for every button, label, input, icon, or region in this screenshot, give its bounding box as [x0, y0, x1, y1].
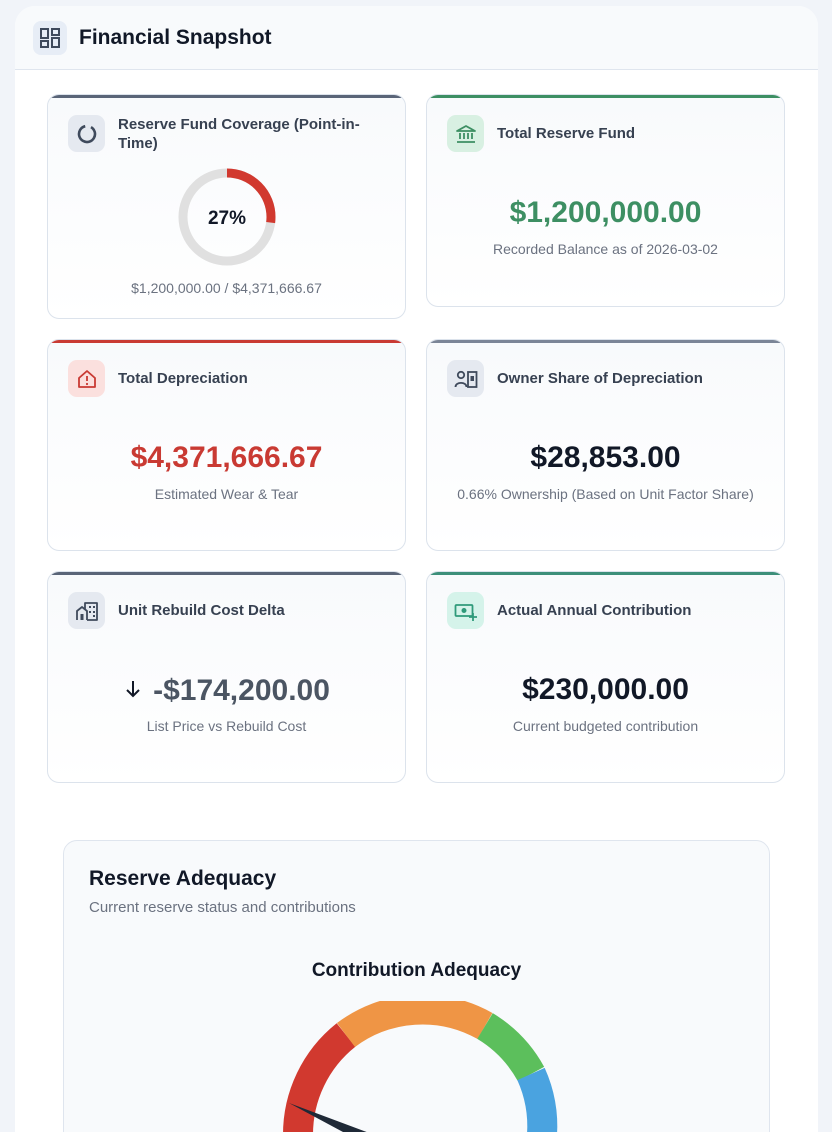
rebuild-subtitle: List Price vs Rebuild Cost: [146, 718, 307, 734]
building-icon: [68, 592, 105, 629]
total-reserve-card: Total Reserve Fund $1,200,000.00 Recorde…: [426, 94, 785, 307]
coverage-percent: 27%: [208, 208, 246, 229]
rebuild-delta-card: Unit Rebuild Cost Delta -$174,200.00 Lis…: [47, 571, 406, 783]
coverage-detail: $1,200,000.00 / $4,371,666.67: [131, 280, 322, 296]
contribution-gauge: [283, 1001, 558, 1132]
card-accent-bar: [427, 340, 784, 343]
reserve-value: $1,200,000.00: [509, 196, 702, 229]
coverage-donut: 27%: [178, 168, 276, 266]
card-title: Total Depreciation: [118, 370, 248, 387]
cash-plus-icon: [447, 592, 484, 629]
contribution-subtitle: Current budgeted contribution: [512, 718, 699, 734]
card-accent-bar: [48, 95, 405, 98]
card-accent-bar: [427, 95, 784, 98]
gauge-segment-green: [476, 1013, 545, 1082]
financial-snapshot-panel: Financial Snapshot Reserve Fund Coverage…: [15, 6, 818, 1132]
card-title: Total Reserve Fund: [497, 125, 636, 142]
total-depreciation-card: Total Depreciation $4,371,666.67 Estimat…: [47, 339, 406, 551]
annual-contribution-card: Actual Annual Contribution $230,000.00 C…: [426, 571, 785, 783]
rebuild-value: -$174,200.00: [153, 674, 330, 708]
gauge-segment-orange: [336, 1001, 493, 1048]
contribution-value: $230,000.00: [522, 673, 689, 706]
panel-header: Financial Snapshot: [15, 6, 818, 70]
depreciation-value: $4,371,666.67: [130, 441, 323, 474]
card-title: Actual Annual Contribution: [497, 602, 692, 619]
house-alert-icon: [68, 360, 105, 397]
reserve-coverage-card: Reserve Fund Coverage (Point-in-Time) 27…: [47, 94, 406, 319]
gauge-title: Contribution Adequacy: [311, 960, 522, 981]
rebuild-value-row: -$174,200.00: [48, 673, 405, 708]
depreciation-subtitle: Estimated Wear & Tear: [154, 486, 299, 502]
card-accent-bar: [427, 572, 784, 575]
gauge-segment-red: [283, 1023, 356, 1132]
page-title: Financial Snapshot: [79, 25, 272, 49]
card-title: Reserve Fund Coverage (Point-in-Time): [118, 116, 360, 152]
owner-id-icon: [447, 360, 484, 397]
owner-share-card: Owner Share of Depreciation $28,853.00 0…: [426, 339, 785, 551]
card-title: Unit Rebuild Cost Delta: [118, 602, 285, 619]
reserve-adequacy-card: Reserve Adequacy Current reserve status …: [63, 840, 770, 1132]
arrow-down-icon: [123, 674, 143, 708]
card-title: Owner Share of Depreciation: [497, 370, 703, 387]
card-accent-bar: [48, 340, 405, 343]
gauge-segment-blue: [517, 1067, 558, 1132]
circle-progress-icon: [68, 115, 105, 152]
owner-share-subtitle: 0.66% Ownership (Based on Unit Factor Sh…: [457, 486, 754, 502]
dashboard-icon: [33, 20, 67, 55]
card-accent-bar: [48, 572, 405, 575]
owner-share-value: $28,853.00: [530, 441, 681, 474]
section-subtitle: Current reserve status and contributions: [89, 899, 356, 916]
section-title: Reserve Adequacy: [89, 867, 277, 890]
bank-icon: [447, 115, 484, 152]
reserve-subtitle: Recorded Balance as of 2026-03-02: [493, 241, 718, 257]
donut-arc: [178, 168, 276, 266]
